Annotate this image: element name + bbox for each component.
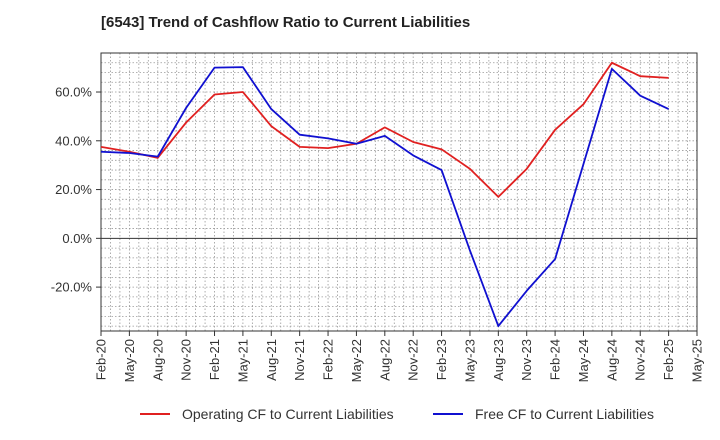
x-tick-label: Feb-25 [661, 339, 676, 380]
series-line-1 [100, 61, 669, 198]
grid-lines [100, 53, 698, 331]
x-tick-label: Aug-21 [264, 339, 279, 381]
series-lines [100, 61, 670, 328]
chart-title: [6543] Trend of Cashflow Ratio to Curren… [101, 14, 471, 31]
x-tick-label: Feb-21 [207, 339, 222, 380]
x-tick-label: Aug-23 [491, 339, 506, 381]
legend: Operating CF to Current Liabilities Free … [140, 406, 654, 422]
y-tick-label: 0.0% [62, 231, 92, 246]
x-tick-label: Nov-24 [633, 339, 648, 381]
legend-label-2: Free CF to Current Liabilities [475, 406, 654, 422]
axes: 60.0% 40.0% 20.0% 0.0% -20.0% Feb-20 May-20 Aug… [51, 52, 705, 382]
y-tick-label: 20.0% [55, 182, 92, 197]
x-tick-label: Feb-24 [548, 339, 563, 380]
legend-label-1: Operating CF to Current Liabilities [182, 406, 394, 422]
x-tick-label: May-24 [576, 339, 591, 382]
y-tick-label: -20.0% [51, 280, 93, 295]
x-tick-label: Aug-22 [377, 339, 392, 381]
x-tick-label: Nov-20 [179, 339, 194, 381]
y-tick-label: 40.0% [55, 133, 92, 148]
y-tick-label: 60.0% [55, 85, 92, 100]
x-tick-label: Nov-22 [406, 339, 421, 381]
x-tick-label: Nov-23 [519, 339, 534, 381]
x-tick-label: May-23 [462, 339, 477, 382]
x-tick-label: Aug-20 [150, 339, 165, 381]
x-tick-label: Feb-23 [434, 339, 449, 380]
x-tick-label: May-22 [349, 339, 364, 382]
x-tick-label: May-25 [690, 339, 705, 382]
x-tick-label: Feb-20 [94, 339, 109, 380]
plot-frame [100, 52, 698, 332]
x-tick-label: May-20 [122, 339, 137, 382]
x-tick-label: Feb-22 [321, 339, 336, 380]
x-tick-label: May-21 [235, 339, 250, 382]
x-tick-label: Aug-24 [604, 339, 619, 381]
x-tick-label: Nov-21 [292, 339, 307, 381]
series-line-2 [100, 66, 670, 328]
